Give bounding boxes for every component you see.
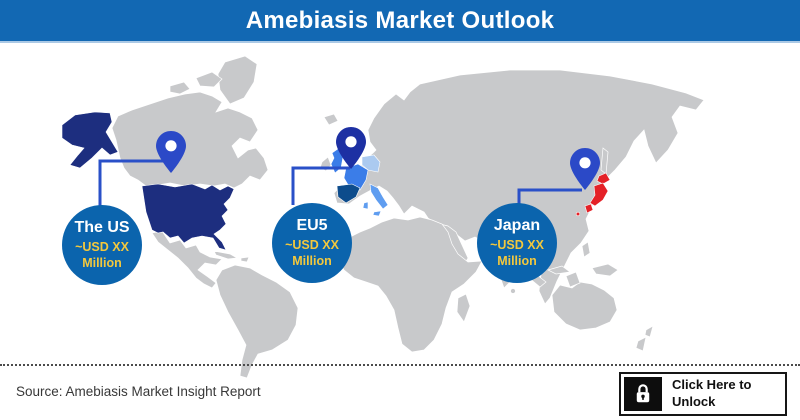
region-label: EU5 <box>296 216 328 234</box>
caribbean <box>213 250 239 260</box>
unlock-button[interactable]: Click Here to Unlock <box>619 372 787 416</box>
connector-japan <box>517 188 582 205</box>
new-zealand <box>644 325 654 338</box>
region-bubble-japan: Japan ~USD XX Million <box>477 203 557 283</box>
region-bubble-eu5: EU5 ~USD XX Million <box>272 203 352 283</box>
central-america <box>151 230 223 289</box>
new-guinea <box>591 263 619 277</box>
country-italy <box>369 183 389 210</box>
country-japan-honshu <box>589 182 609 207</box>
location-pin-icon-eu5 <box>336 127 366 169</box>
new-zealand <box>635 336 647 352</box>
unlock-button-label: Click Here to Unlock <box>662 377 763 411</box>
lock-icon <box>636 384 650 403</box>
country-spain <box>336 183 361 204</box>
region-label: Japan <box>493 216 541 234</box>
country-japan-hokkaido <box>596 172 611 185</box>
source-note: Source: Amebiasis Market Insight Report <box>16 384 261 399</box>
arctic-island <box>169 81 191 95</box>
country-japan-kyushu <box>584 203 594 214</box>
location-pin-icon-japan <box>570 148 600 190</box>
madagascar <box>456 293 471 323</box>
continent-australia <box>551 281 618 331</box>
page-title: Amebiasis Market Outlook <box>245 6 555 34</box>
country-italy-sicily <box>372 210 382 217</box>
philippines <box>581 241 591 258</box>
region-value: ~USD XX Million <box>75 240 129 270</box>
continent-north-america <box>111 91 269 189</box>
region-value: ~USD XX Million <box>285 238 339 268</box>
arctic-island <box>195 71 223 88</box>
unlock-label-line1: Click Here to <box>672 377 752 393</box>
greenland <box>217 55 258 105</box>
caribbean <box>240 256 250 263</box>
country-germany <box>361 154 381 173</box>
country-japan-okinawa <box>575 211 581 217</box>
country-us <box>141 183 235 251</box>
map-markers <box>156 127 600 190</box>
connector-lines <box>98 159 582 207</box>
indonesia <box>547 265 571 275</box>
country-alaska <box>61 111 119 169</box>
unlock-label-line2: Unlock <box>672 394 716 409</box>
header-banner: Amebiasis Market Outlook <box>0 0 800 43</box>
connector-us <box>98 159 170 207</box>
location-pin-icon-us <box>156 131 186 173</box>
region-label: The US <box>74 218 130 236</box>
region-bubble-us: The US ~USD XX Million <box>62 205 142 285</box>
continents-layer <box>111 55 705 379</box>
country-france <box>343 163 369 191</box>
highlighted-countries <box>61 111 611 251</box>
continent-south-america <box>215 264 299 379</box>
footer: Source: Amebiasis Market Insight Report … <box>0 364 800 420</box>
lock-icon-box <box>624 377 662 411</box>
borneo <box>565 271 581 288</box>
country-italy-sardinia <box>362 201 369 210</box>
iceland <box>323 113 339 126</box>
region-value: ~USD XX Million <box>490 238 544 268</box>
sri-lanka <box>510 288 516 294</box>
connector-eu5 <box>291 166 350 205</box>
